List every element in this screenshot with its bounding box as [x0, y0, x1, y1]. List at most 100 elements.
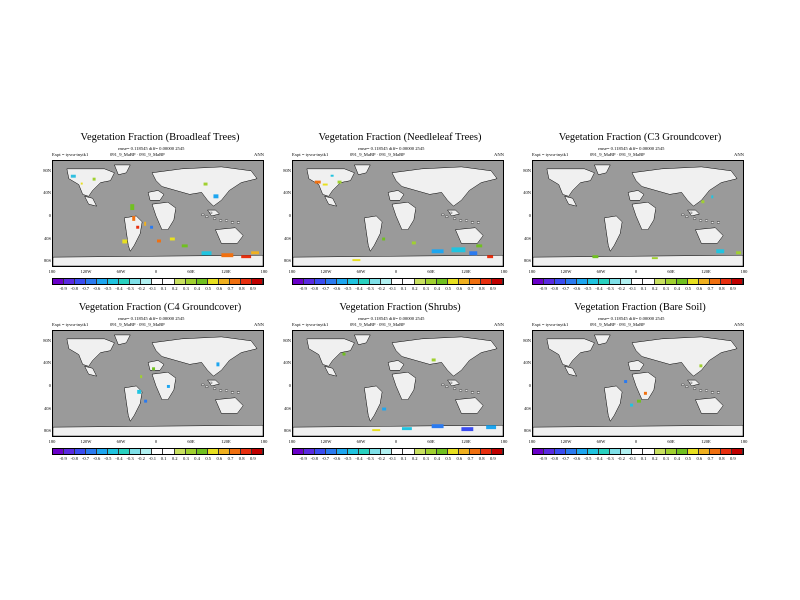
island — [449, 211, 453, 214]
lat-label: 80S — [43, 428, 51, 433]
lat-label: 80S — [283, 258, 291, 263]
colorbar-bin — [141, 279, 153, 284]
island — [453, 217, 457, 220]
colorbar-bin — [687, 279, 699, 284]
world-map — [532, 160, 744, 267]
colorbar-tick-label: 0.7 — [467, 286, 474, 291]
lat-label: 80N — [43, 168, 51, 173]
field-patch — [150, 225, 154, 229]
colorbar-bin — [130, 279, 142, 284]
colorbar-tick-label: -0.2 — [617, 286, 625, 291]
colorbar-bin — [665, 279, 677, 284]
colorbar-bin — [196, 279, 208, 284]
panel-title: Vegetation Fraction (Shrubs) — [339, 302, 461, 313]
world-map — [292, 330, 504, 437]
lat-label: 0 — [48, 383, 51, 388]
island — [219, 389, 223, 392]
colorbar-tick-label: 0.8 — [718, 286, 725, 291]
lon-label: 60W — [116, 439, 126, 444]
colorbar-tick-label: -0.7 — [81, 456, 90, 461]
field-patch — [431, 358, 436, 362]
colorbar-tick-label: -0.8 — [70, 456, 78, 461]
stats-line: rmse= 0.118545 diff= 0.00000 2545 — [118, 146, 185, 151]
model-label: 091_9_MaBP · 091_9_MaBP — [350, 322, 405, 327]
colorbar-bin — [555, 279, 567, 284]
colorbar-tick-label: -0.6 — [92, 456, 101, 461]
island — [213, 217, 217, 220]
colorbar-tick-label: 0.5 — [445, 286, 452, 291]
land-outline — [391, 336, 498, 377]
field-patch — [736, 251, 742, 255]
lon-label: 180 — [48, 439, 56, 444]
field-patch — [411, 241, 416, 245]
colorbar-tick-label: -0.8 — [310, 456, 318, 461]
colorbar-tick-label: -0.9 — [59, 286, 67, 291]
colorbar-bin — [337, 279, 349, 284]
land-outline — [306, 168, 355, 197]
island — [231, 221, 234, 224]
island — [459, 389, 463, 392]
land-outline — [151, 371, 177, 400]
colorbar-tick-label: -0.3 — [126, 456, 134, 461]
colorbar-tick-label: 0.9 — [249, 456, 256, 461]
field-patch — [144, 221, 147, 226]
period-label: ANN — [254, 322, 264, 327]
field-patch — [401, 427, 412, 431]
period-label: ANN — [734, 322, 744, 327]
land-outline — [627, 190, 645, 201]
lon-label: 60E — [187, 439, 195, 444]
colorbar-tick-label: -0.1 — [388, 286, 397, 291]
colorbar-bin — [621, 279, 633, 284]
colorbar-tick-label: 0.2 — [411, 286, 418, 291]
colorbar-bin — [229, 449, 241, 454]
colorbar-bin — [392, 279, 404, 284]
field-patch — [137, 389, 142, 394]
colorbar-bin — [185, 449, 197, 454]
colorbar-bin — [698, 279, 710, 284]
lat-label: 40S — [43, 236, 51, 241]
colorbar — [292, 278, 504, 285]
colorbar-bin — [491, 279, 503, 284]
land-outline — [324, 195, 338, 207]
colorbar-tick-label: -0.3 — [126, 286, 134, 291]
land-outline — [564, 365, 578, 377]
stats-line: rmse= 0.118545 diff= 0.00000 2545 — [358, 146, 425, 151]
colorbar-tick-label: 0.3 — [663, 456, 669, 461]
colorbar-tick-label: -0.5 — [344, 456, 352, 461]
colorbar-tick-label: -0.5 — [104, 456, 112, 461]
lat-label: 80S — [283, 428, 291, 433]
lat-label: 80S — [43, 258, 51, 263]
island — [465, 389, 468, 392]
island — [689, 381, 693, 384]
colorbar-bin — [731, 449, 743, 454]
colorbar-tick-label: 0.5 — [685, 286, 692, 291]
colorbar-tick-label: -0.7 — [561, 286, 570, 291]
field-patch — [651, 257, 658, 260]
colorbar-tick-label: -0.2 — [617, 456, 625, 461]
island — [441, 383, 445, 386]
colorbar-bin — [174, 449, 186, 454]
colorbar-tick-label: 0.2 — [651, 456, 658, 461]
colorbar-bin — [687, 449, 699, 454]
colorbar-tick-label: -0.2 — [377, 286, 385, 291]
field-patch — [152, 367, 156, 371]
colorbar-tick-label: 0.6 — [216, 286, 223, 291]
island — [705, 389, 708, 392]
world-map — [52, 330, 264, 437]
colorbar-bin — [119, 449, 131, 454]
lon-label: 180 — [500, 439, 508, 444]
colorbar-bin — [119, 279, 131, 284]
field-patch — [461, 427, 474, 432]
lat-label: 40N — [523, 190, 531, 195]
island — [685, 385, 689, 388]
land-outline — [66, 338, 115, 367]
colorbar-bin — [403, 449, 415, 454]
colorbar-bin — [480, 449, 492, 454]
lon-label: 180 — [500, 269, 508, 274]
colorbar-bin — [555, 449, 567, 454]
lon-label: 180 — [740, 439, 748, 444]
colorbar-bin — [577, 279, 589, 284]
expt-label: Expt = tyvra-tnytk1 — [52, 152, 89, 157]
island — [477, 221, 480, 224]
colorbar-bin — [293, 449, 305, 454]
